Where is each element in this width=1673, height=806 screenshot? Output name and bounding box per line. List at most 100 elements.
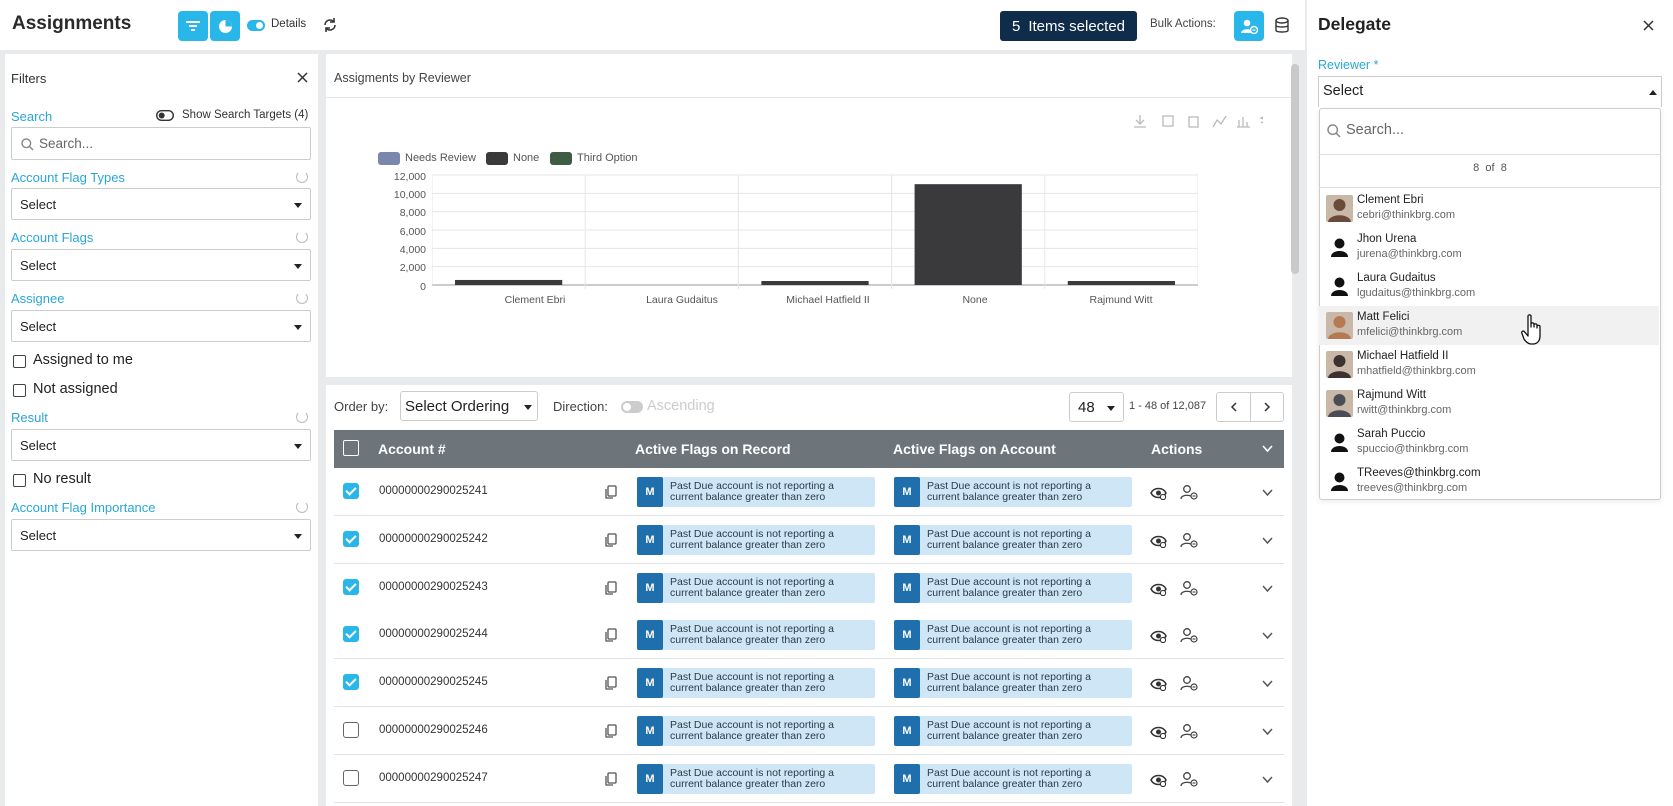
result-select[interactable]: Select: [11, 429, 311, 461]
copy-icon[interactable]: [604, 676, 617, 691]
database-icon[interactable]: [1274, 17, 1290, 34]
view-icon[interactable]: [1150, 582, 1167, 596]
reviewer-option[interactable]: Jhon Urena jurena@thinkbrg.com: [1319, 228, 1659, 267]
account-number: 00000000290025242: [379, 533, 488, 545]
delegate-user-icon[interactable]: [1180, 580, 1198, 596]
table-row[interactable]: 00000000290025243 M Past Due account is no…: [334, 564, 1284, 612]
legend-swatch-third-option: [550, 152, 572, 165]
copy-icon[interactable]: [604, 581, 617, 596]
flag-text: Past Due account is not reporting a curr…: [920, 624, 1125, 646]
reviewer-name: Jhon Urena: [1357, 233, 1416, 245]
chart-scrollbar[interactable]: [1291, 64, 1299, 274]
table-row[interactable]: 00000000290025246 M Past Due account is no…: [334, 707, 1284, 755]
next-page-button[interactable]: [1251, 393, 1284, 421]
chart-toggle-button[interactable]: [210, 11, 240, 41]
bar[interactable]: [455, 280, 562, 285]
chevron-down-icon[interactable]: [1262, 728, 1273, 736]
chevron-down-icon[interactable]: [1262, 680, 1273, 688]
chevron-down-icon[interactable]: [1262, 776, 1273, 784]
flag-text: Past Due account is not reporting a curr…: [920, 577, 1125, 599]
copy-icon[interactable]: [604, 724, 617, 739]
delegate-user-icon[interactable]: [1180, 627, 1198, 643]
reviewer-option[interactable]: TReeves@thinkbrg.com treeves@thinkbrg.com: [1319, 462, 1659, 501]
delegate-user-icon[interactable]: [1180, 675, 1198, 691]
chevron-down-icon[interactable]: [1262, 489, 1273, 497]
prev-page-button[interactable]: [1217, 393, 1251, 421]
order-by-select[interactable]: Select Ordering: [400, 391, 538, 421]
show-search-targets-label[interactable]: Show Search Targets (4): [182, 109, 308, 121]
delegate-user-icon[interactable]: [1180, 771, 1198, 787]
delegate-user-icon[interactable]: [1180, 484, 1198, 500]
filter-toggle-button[interactable]: [178, 11, 208, 41]
bar[interactable]: [761, 281, 868, 285]
account-number: 00000000290025246: [379, 724, 488, 736]
bar[interactable]: [915, 184, 1022, 285]
copy-icon[interactable]: [604, 533, 617, 548]
legend-none[interactable]: None: [513, 152, 539, 164]
column-header[interactable]: Active Flags on Account: [893, 441, 1056, 457]
bulk-delegate-button[interactable]: [1234, 11, 1264, 41]
row-checkbox[interactable]: [343, 483, 359, 499]
view-icon[interactable]: [1150, 725, 1167, 739]
row-checkbox[interactable]: [343, 579, 359, 595]
no-result-checkbox[interactable]: [13, 474, 26, 487]
assigned-to-me-checkbox[interactable]: [13, 355, 26, 368]
delegate-user-icon[interactable]: [1180, 723, 1198, 739]
close-delegate-icon[interactable]: [1643, 20, 1654, 31]
details-toggle[interactable]: [247, 20, 265, 31]
copy-icon[interactable]: [604, 485, 617, 500]
reviewer-option[interactable]: Rajmund Witt rwitt@thinkbrg.com: [1319, 384, 1659, 423]
legend-third-option[interactable]: Third Option: [577, 152, 638, 164]
row-checkbox[interactable]: [343, 531, 359, 547]
importance-select[interactable]: Select: [11, 519, 311, 551]
view-icon[interactable]: [1150, 629, 1167, 643]
filter-search-input[interactable]: Search...: [11, 127, 311, 160]
table-row[interactable]: 00000000290025244 M Past Due account is no…: [334, 611, 1284, 659]
reviewer-option[interactable]: Michael Hatfield II mhatfield@thinkbrg.co…: [1319, 345, 1659, 384]
reviewer-email: treeves@thinkbrg.com: [1357, 482, 1467, 494]
reviewer-select[interactable]: Select: [1318, 76, 1662, 107]
copy-icon[interactable]: [604, 628, 617, 643]
table-row[interactable]: 00000000290025242 M Past Due account is no…: [334, 516, 1284, 564]
close-filters-icon[interactable]: [297, 72, 308, 83]
reviewer-option[interactable]: Clement Ebri cebri@thinkbrg.com: [1319, 189, 1659, 228]
show-targets-toggle-icon[interactable]: [156, 110, 174, 121]
row-checkbox[interactable]: [343, 674, 359, 690]
copy-icon[interactable]: [604, 772, 617, 787]
view-icon[interactable]: [1150, 773, 1167, 787]
chevron-down-icon[interactable]: [1262, 585, 1273, 593]
view-icon[interactable]: [1150, 534, 1167, 548]
reviewer-search-input[interactable]: Search...: [1319, 108, 1661, 155]
select-all-checkbox[interactable]: [343, 440, 359, 456]
chevron-down-icon[interactable]: [1262, 537, 1273, 545]
page-size-select[interactable]: 48: [1069, 392, 1124, 422]
not-assigned-checkbox[interactable]: [13, 384, 26, 397]
refresh-icon[interactable]: [322, 17, 338, 33]
row-checkbox[interactable]: [343, 722, 359, 738]
bar[interactable]: [1068, 281, 1175, 285]
table-row[interactable]: 00000000290025247 M Past Due account is no…: [334, 755, 1284, 803]
view-icon[interactable]: [1150, 677, 1167, 691]
chevron-right-icon: [1264, 402, 1271, 412]
delegate-user-icon[interactable]: [1180, 532, 1198, 548]
row-checkbox[interactable]: [343, 770, 359, 786]
table-row[interactable]: 00000000290025241 M Past Due account is no…: [334, 468, 1284, 516]
reviewer-option[interactable]: Sarah Puccio spuccio@thinkbrg.com: [1319, 423, 1659, 462]
legend-needs-review[interactable]: Needs Review: [405, 152, 476, 164]
flag-text: Past Due account is not reporting a curr…: [663, 768, 868, 790]
reviewer-option[interactable]: Matt Felici mfelici@thinkbrg.com: [1319, 306, 1659, 345]
column-header[interactable]: Active Flags on Record: [635, 441, 791, 457]
record-flag-badge: M Past Due account is not reporting a cur…: [637, 573, 875, 603]
flag-importance-letter: M: [894, 477, 920, 507]
table-row[interactable]: 00000000290025245 M Past Due account is no…: [334, 659, 1284, 707]
account-flag-types-select[interactable]: Select: [11, 188, 311, 220]
column-header[interactable]: Account #: [378, 441, 446, 457]
account-flags-select[interactable]: Select: [11, 249, 311, 281]
view-icon[interactable]: [1150, 486, 1167, 500]
row-checkbox[interactable]: [343, 626, 359, 642]
direction-toggle[interactable]: [621, 401, 643, 413]
chevron-down-icon[interactable]: [1262, 632, 1273, 640]
assignee-select[interactable]: Select: [11, 310, 311, 342]
reviewer-option[interactable]: Laura Gudaitus lgudaitus@thinkbrg.com: [1319, 267, 1659, 306]
chevron-down-icon[interactable]: [1262, 445, 1273, 453]
